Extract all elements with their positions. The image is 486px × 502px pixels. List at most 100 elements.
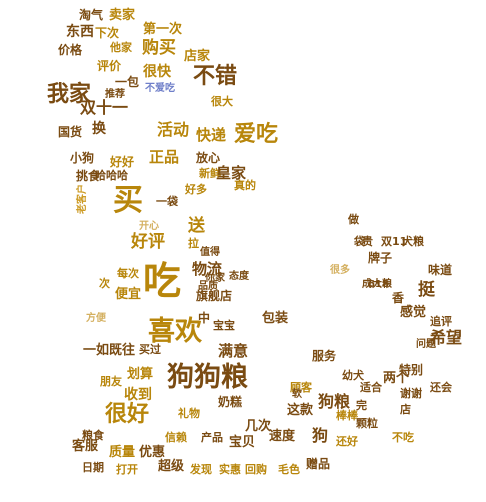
word: 一袋 [156,195,178,208]
word: 买过 [139,343,161,356]
word: 好多 [185,183,207,196]
word: 第一次 [143,22,183,37]
word: 还好 [336,435,358,448]
word: 牌子 [368,251,393,265]
word: 购买 [142,38,176,58]
word: 好评 [131,232,165,252]
word: 很多 [330,265,350,276]
word: 拉 [188,237,199,250]
word: 不错 [193,64,238,89]
word: 淘气 [79,8,104,22]
word: 皇家 [216,164,247,182]
word: 下次 [95,26,120,40]
word: 宝贝 [229,435,256,450]
word: 适合 [360,381,382,394]
word: 好好 [110,155,135,169]
word: 不爱吃 [145,83,175,94]
word: 收到 [124,387,152,403]
word: 谢谢 [400,387,422,400]
word: 这款 [287,403,314,418]
word: 不吃 [392,431,414,444]
word: 顾客 [290,381,312,394]
word: 颗粒 [356,417,378,430]
word: 几次 [245,419,272,434]
word: 犬粮 [402,235,424,248]
word: 一如既往 [83,343,136,358]
word: 新鲜 [199,167,221,180]
word: 发现 [190,463,212,476]
word: 卖家 [109,8,136,23]
word: 质量 [109,445,136,460]
word: 划算 [127,367,154,382]
word: 东西 [66,24,94,40]
word: 朋友 [100,375,122,388]
word: 评价 [97,59,122,73]
word: 换 [92,121,106,137]
word: 礼物 [178,407,200,420]
word: 喜欢 [148,316,202,347]
word: 成大粮 [362,279,392,290]
word: 快递 [196,126,227,144]
word: 优惠 [139,445,166,460]
word: 物流 [192,260,223,278]
word: 老客户 [77,184,88,214]
word: 很好 [105,402,150,427]
word: 买 [113,183,143,218]
word: 他家 [110,41,132,54]
word: 狗狗粮 [167,362,248,393]
word: 粮食 [82,429,104,442]
word: 便宜 [115,287,142,302]
word: 我家 [47,82,92,107]
word: 赠品 [306,457,331,471]
word: 味道 [428,263,453,277]
word: 你家 [205,273,225,284]
word: 实惠 [219,463,241,476]
word: 宝宝 [213,319,235,332]
word: 吃 [143,259,182,303]
word: 正品 [149,148,180,166]
word: 还会 [430,381,452,394]
word: 很快 [143,64,171,80]
word: 打开 [116,463,138,476]
word: 狗 [312,426,329,445]
word: 奶糕 [218,395,243,409]
word: 挺 [418,280,435,300]
word: 超级 [158,459,185,474]
word: 感觉 [400,305,427,320]
word: 活动 [157,120,190,139]
word: 很大 [211,95,233,108]
word: 店 [400,403,411,416]
word: 毛色 [278,463,300,476]
word: 中 [198,311,211,325]
word: 软 [292,389,302,400]
word: 回购 [245,463,267,476]
word: 做 [348,213,359,226]
word: 态度 [229,271,249,282]
word: 服务 [312,349,337,363]
word: 国货 [58,125,83,139]
word: 放心 [196,151,221,165]
word: 每次 [117,267,139,280]
word: 速度 [269,429,296,444]
word: 一包 [115,75,140,89]
word: 次 [99,277,110,290]
word: 贵 [362,235,373,248]
word: 爱吃 [234,122,279,147]
word: 希望 [430,328,463,347]
word: 方便 [86,313,106,324]
word: 日期 [82,461,104,474]
word: 袋 [354,235,365,248]
word: 香 [392,291,405,305]
word: 小狗 [70,151,95,165]
word: 双11 [381,235,408,248]
word: 值得 [200,247,220,258]
word: 幼犬 [342,369,364,382]
word: 客服 [72,439,99,454]
word: 包装 [262,311,289,326]
word: 问题 [416,339,436,350]
word: 满意 [218,342,249,360]
word: 开心 [139,221,159,232]
word: 产品 [201,431,223,444]
word: 价格 [58,43,83,57]
